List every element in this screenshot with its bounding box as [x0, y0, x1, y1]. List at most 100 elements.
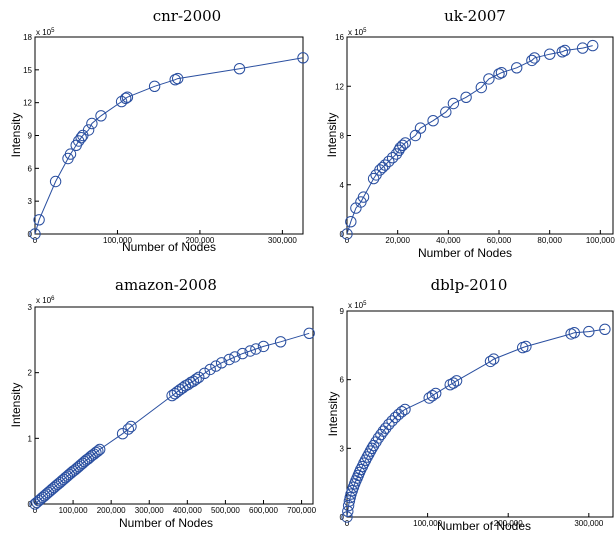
data-point [223, 353, 235, 366]
ticks: 0 100,000 200,000 300,000 400,000 500,000 600,… [28, 303, 317, 515]
data-point [84, 451, 96, 463]
data-point [76, 457, 89, 469]
panel-amazon-2008: amazon-2008 x 106 Intensity Number of No… [9, 276, 317, 530]
chart-title: dblp-2010 [431, 276, 508, 294]
data-point [556, 46, 568, 58]
data-point [414, 122, 427, 134]
data-point [583, 325, 595, 338]
y-tick-label: 6 [28, 164, 33, 173]
data-point [236, 347, 249, 360]
data-point [528, 52, 541, 64]
data-point [233, 62, 246, 75]
data-point [376, 161, 389, 174]
x-tick-label: 500,000 [211, 506, 240, 515]
data-point [379, 159, 391, 171]
x-tick-label: 600,000 [249, 506, 278, 515]
data-point [511, 62, 523, 74]
data-point [78, 455, 91, 468]
y-multiplier: x 105 [348, 28, 367, 37]
data-point [244, 345, 256, 357]
data-point [380, 422, 392, 434]
data-point [399, 403, 411, 416]
data-point [587, 39, 599, 52]
data-point [75, 132, 87, 144]
data-point [86, 117, 98, 130]
data-point [341, 228, 353, 240]
data-point [488, 353, 500, 365]
y-axis-label: Intensity [9, 383, 23, 428]
data-point [65, 467, 77, 479]
data-point [204, 363, 216, 376]
x-axis-label: Number of Nodes [119, 516, 213, 530]
data-point [342, 499, 355, 512]
data-point [363, 448, 375, 460]
data-point [297, 52, 309, 64]
data-point [303, 327, 315, 339]
x-tick-label: 80,000 [537, 236, 562, 245]
data-point [430, 387, 442, 400]
data-point [120, 92, 132, 105]
data-point [88, 448, 100, 460]
y-tick-label: 16 [335, 33, 344, 42]
data-point [568, 327, 580, 339]
data-point [355, 463, 367, 476]
panel-cnr-2000: cnr-2000 x 105 Intensity Number of Nodes… [9, 7, 309, 254]
x-axis-label: Number of Nodes [122, 240, 216, 254]
x-tick-label: 200,000 [97, 506, 126, 515]
x-tick-label: 0 [345, 519, 350, 528]
x-axis-label: Number of Nodes [418, 246, 512, 260]
x-tick-label: 200,000 [494, 519, 523, 528]
y-tick-label: 18 [23, 33, 32, 42]
y-tick-label: 1 [28, 434, 33, 443]
data-point [361, 451, 373, 463]
data-point [396, 406, 408, 418]
chart-title: cnr-2000 [153, 7, 221, 25]
data-point [341, 511, 353, 523]
data-point [447, 377, 460, 389]
data-point [364, 445, 377, 457]
x-tick-label: 0 [345, 236, 350, 245]
data-point [484, 355, 497, 368]
data-point [599, 323, 611, 335]
data-point [49, 175, 62, 188]
data-point [427, 115, 439, 127]
data-point [215, 357, 228, 369]
data-point [94, 443, 106, 456]
series-line [34, 57, 304, 235]
x-tick-label: 300,000 [268, 236, 297, 245]
y-tick-label: 6 [340, 376, 345, 385]
data-point [95, 110, 107, 122]
y-multiplier: x 105 [36, 28, 55, 37]
data-point [426, 390, 439, 402]
data-point [63, 468, 76, 481]
data-point [250, 343, 262, 355]
data-point [397, 139, 409, 152]
y-tick-label: 3 [340, 444, 345, 453]
data-point [367, 172, 380, 185]
x-tick-label: 200,000 [185, 236, 214, 245]
y-tick-label: 15 [23, 66, 32, 75]
plot-frame [34, 36, 304, 235]
data-point [495, 67, 508, 79]
data-point [90, 446, 102, 459]
data-point [125, 420, 137, 433]
data-point [80, 454, 93, 466]
y-tick-label: 4 [340, 181, 345, 190]
x-tick-label: 100,000 [59, 506, 88, 515]
y-tick-label: 9 [340, 307, 345, 316]
data-point [121, 91, 134, 103]
data-point [358, 457, 370, 469]
x-tick-label: 400,000 [173, 506, 202, 515]
data-point [440, 106, 452, 118]
x-tick-label: 60,000 [487, 236, 512, 245]
data-point [122, 423, 135, 435]
data-point [383, 418, 395, 430]
y-multiplier: x 105 [348, 301, 367, 310]
data-point [257, 340, 270, 353]
data-point [115, 95, 128, 108]
data-point [82, 453, 95, 465]
x-tick-label: 40,000 [436, 236, 461, 245]
data-point [544, 48, 556, 60]
data-point [274, 336, 287, 348]
